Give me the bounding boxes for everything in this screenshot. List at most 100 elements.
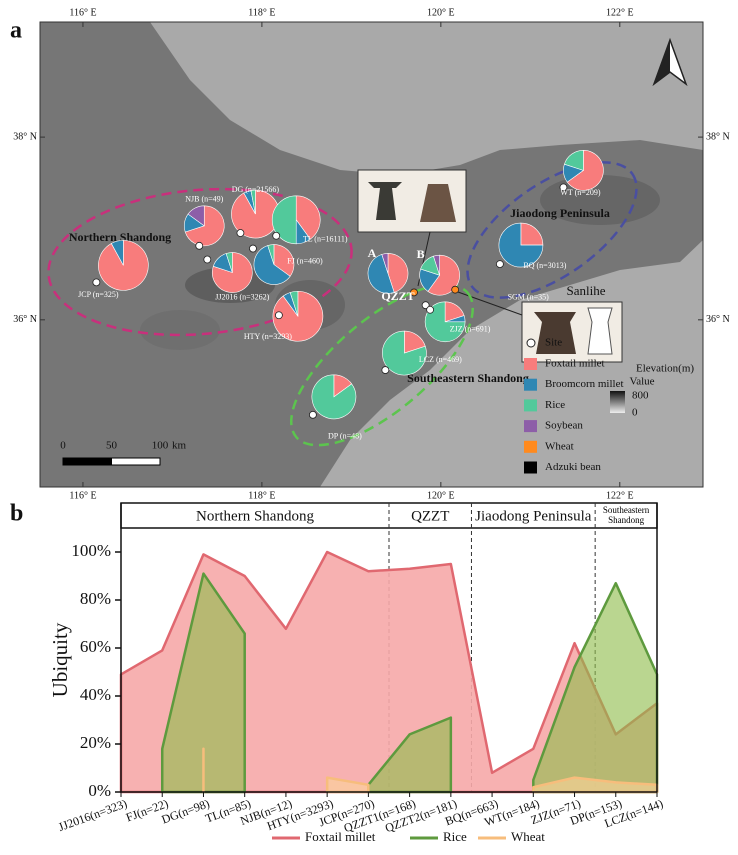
scale-label: 0 (60, 440, 66, 452)
x-tick-label: 118° E (248, 7, 275, 18)
legend-swatch (524, 378, 537, 391)
y-tick-label: 80% (80, 589, 111, 608)
pie-slice (289, 290, 299, 317)
site-dot (421, 301, 430, 310)
site-label: LCZ (n=469) (419, 355, 462, 364)
panel-label: a (10, 18, 22, 44)
pie-slice (267, 244, 275, 265)
site-label: A (368, 246, 377, 260)
pie-slice (225, 252, 233, 273)
site-dot (410, 288, 418, 297)
elevation-title: Elevation(m) (636, 363, 694, 375)
legend-label: Broomcorn millet (545, 378, 624, 390)
region-label: Southeastern Shandong (407, 371, 529, 385)
scale-segment (111, 457, 161, 466)
pie-slice (311, 374, 357, 420)
region-outline (466, 161, 638, 299)
legend-label: Foxtail millet (305, 829, 376, 844)
site-label: HTY (n=3293) (244, 332, 292, 341)
annotation: Sanlihe (567, 283, 606, 298)
group-label: Jiaodong Peninsula (475, 508, 592, 524)
site-dot (236, 229, 245, 237)
site-dot (272, 231, 281, 240)
y-tick-label: 20% (80, 733, 111, 752)
legend-swatch (524, 420, 537, 433)
x-tick-label: 120° E (427, 7, 455, 18)
site-dot (308, 410, 317, 419)
site-dot (381, 366, 390, 374)
pie-slice (187, 205, 205, 227)
region-label: Northern Shandong (69, 230, 171, 244)
x-tick-label: 116° E (69, 7, 96, 18)
pie-slice (566, 150, 604, 191)
legend-swatch (524, 358, 537, 370)
scale-label: 100 (152, 440, 169, 452)
region-outline (47, 187, 353, 337)
inset-photo (357, 169, 623, 363)
elevation-bar (610, 391, 625, 413)
y-axis-title: Ubiquity (48, 622, 72, 697)
site-label: NJB (n=49) (185, 195, 223, 204)
site-dot (249, 244, 257, 253)
x-tick-label: 122° E (606, 7, 634, 18)
site-dot (92, 278, 101, 287)
scale-label: 50 (106, 440, 118, 452)
legend-label: Wheat (545, 440, 574, 452)
legend-label: Rice (545, 399, 565, 411)
x-tick-label: 120° E (427, 490, 455, 501)
legend-label: Rice (443, 829, 467, 844)
map-frame (39, 21, 704, 488)
elevation-tick-label: 0 (632, 407, 638, 419)
pie-slice (382, 330, 427, 376)
legend-swatch (524, 399, 537, 412)
group-label: Southeastern Shandong (602, 505, 650, 525)
y-tick-label: 100% (71, 541, 111, 560)
north-arrow (652, 37, 688, 87)
site-label: JCP (n=325) (78, 290, 119, 299)
site-label: B (417, 247, 425, 261)
pie-slice (433, 254, 440, 276)
region-outline (290, 283, 474, 447)
pie-slice (381, 253, 389, 274)
pie-slice (273, 244, 295, 277)
elevation-tick-label: 800 (632, 390, 649, 402)
legend-swatch (524, 440, 537, 453)
legend-swatch (524, 461, 537, 474)
y-tick-label: 38° N (13, 131, 37, 142)
area (532, 581, 659, 794)
pie-slice (295, 195, 321, 240)
scale-segment (62, 457, 112, 466)
pie-slice (424, 301, 466, 343)
y-tick-label: 38° N (706, 131, 730, 142)
y-tick-label: 0% (88, 781, 111, 800)
group-label-box: Southeastern Shandong (602, 505, 650, 525)
x-tick-label: 122° E (606, 490, 634, 501)
site-dot (274, 311, 283, 320)
site-dot (426, 305, 435, 314)
site-dot (195, 241, 204, 250)
pie-slice (110, 240, 124, 266)
site-label: DP (n=48) (328, 432, 362, 441)
site-dot (495, 260, 504, 268)
legend-label: Soybean (545, 420, 583, 432)
pie-slice (427, 254, 460, 296)
group-label: QZZT (411, 508, 449, 524)
x-tick-label: 118° E (248, 490, 275, 501)
pie-slice (387, 253, 409, 293)
x-tick-label: JJ2016(n=323) (56, 796, 129, 834)
pie-slice (253, 245, 291, 285)
pie-slice (498, 222, 544, 268)
legend-label: Foxtail millet (545, 358, 605, 370)
pie-slice (271, 195, 297, 245)
legend-symbol (526, 338, 536, 348)
y-tick-label: 36° N (706, 314, 730, 325)
elevation-subtitle: Value (629, 376, 654, 388)
legend-label: Wheat (511, 829, 545, 844)
y-tick-label: 36° N (13, 314, 37, 325)
site-label: DG (n=21566) (232, 185, 280, 194)
legend-label: Adzuki bean (545, 461, 601, 473)
annotation: QZZT (381, 289, 414, 303)
site-label: FJ (n=460) (287, 256, 323, 265)
